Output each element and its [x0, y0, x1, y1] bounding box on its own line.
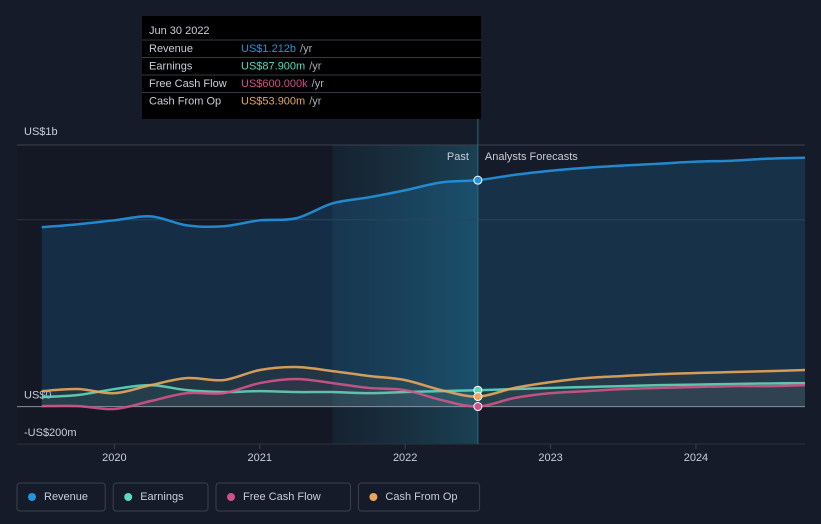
- tooltip-amount: US$53.900m: [241, 95, 305, 107]
- legend-swatch: [227, 493, 235, 501]
- tooltip-label: Earnings: [149, 60, 193, 72]
- legend-box: [112, 482, 209, 512]
- series-line: [41, 156, 806, 229]
- x-tick-label: 2023: [538, 452, 562, 464]
- tooltip-label: Free Cash Flow: [149, 78, 227, 90]
- tooltip-value: US$600.000k/yr: [241, 78, 324, 90]
- x-tick-label: 2020: [102, 452, 126, 464]
- present-marker: [473, 175, 483, 185]
- tooltip-title: Jun 30 2022: [149, 25, 210, 37]
- tooltip-label: Cash From Op: [149, 95, 221, 107]
- x-tick-label: 2024: [684, 452, 708, 464]
- series-line: [41, 381, 806, 399]
- tooltip-unit: /yr: [309, 60, 322, 72]
- tooltip-unit: /yr: [300, 43, 313, 55]
- legend-box: [357, 482, 481, 512]
- forecast-label: Analysts Forecasts: [485, 151, 578, 163]
- legend-label: Cash From Op: [385, 491, 457, 503]
- legend-label: Earnings: [140, 491, 184, 503]
- tooltip-box: [142, 16, 481, 119]
- tooltip-value: US$53.900m/yr: [241, 95, 322, 107]
- y-tick-label: US$1b: [24, 126, 58, 138]
- series-line: [41, 365, 806, 398]
- revenue-area: [41, 157, 805, 407]
- tooltip: Jun 30 2022 Revenue US$1.212b/yr Earnings US…: [142, 16, 481, 119]
- present-marker: [473, 392, 483, 402]
- tooltip-unit: /yr: [312, 78, 325, 90]
- tooltip-amount: US$600.000k: [241, 78, 308, 90]
- tooltip-value: US$1.212b/yr: [241, 43, 313, 55]
- y-tick-label: -US$200m: [24, 427, 77, 439]
- legend-box: [16, 482, 106, 512]
- x-tick-label: 2021: [248, 452, 272, 464]
- x-tick-label: 2022: [393, 452, 417, 464]
- legend-item[interactable]: Cash From Op: [357, 482, 481, 512]
- legend-swatch: [28, 493, 36, 501]
- legend-item[interactable]: Free Cash Flow: [215, 482, 351, 512]
- legend-label: Free Cash Flow: [243, 491, 321, 503]
- series-line: [41, 377, 806, 411]
- present-marker: [473, 402, 483, 412]
- tooltip-value: US$87.900m/yr: [241, 60, 322, 72]
- series-area: [41, 378, 805, 410]
- tooltip-amount: US$87.900m: [241, 60, 305, 72]
- legend-label: Revenue: [44, 491, 88, 503]
- y-tick-label: US$0: [24, 390, 52, 402]
- legend-swatch: [369, 493, 378, 501]
- legend-item[interactable]: Earnings: [112, 482, 209, 512]
- tooltip-amount: US$1.212b: [241, 43, 296, 55]
- legend-swatch: [124, 493, 133, 501]
- legend-box: [215, 482, 351, 512]
- tooltip-label: Revenue: [149, 43, 193, 55]
- past-label: Past: [447, 151, 469, 163]
- legend-item[interactable]: Revenue: [16, 482, 106, 512]
- tooltip-unit: /yr: [309, 95, 322, 107]
